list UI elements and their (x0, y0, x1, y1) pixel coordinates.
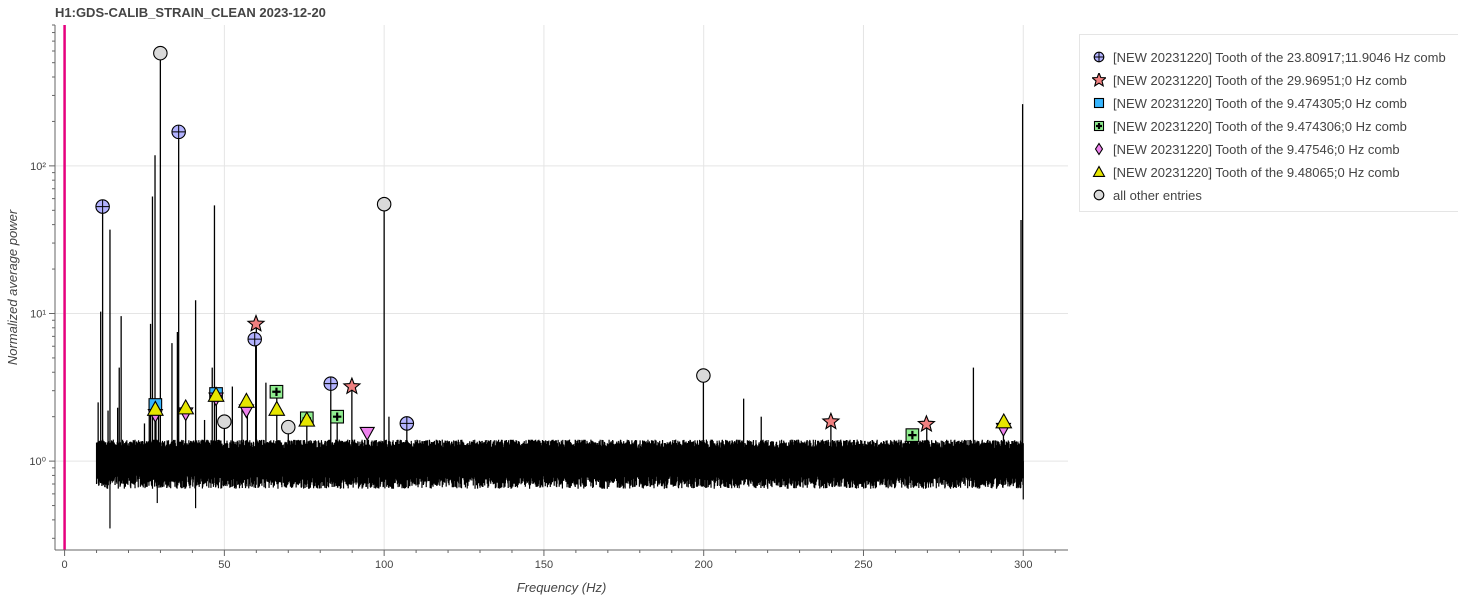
legend-label: [NEW 20231220] Tooth of the 9.474306;0 H… (1113, 118, 1407, 134)
spectrum-layer (95, 53, 1024, 529)
legend-swatch-icon (1092, 188, 1106, 202)
chart-title: H1:GDS-CALIB_STRAIN_CLEAN 2023-12-20 (55, 5, 326, 20)
data-point-star (246, 313, 266, 332)
x-tick-label: 50 (218, 559, 230, 571)
x-axis-label: Frequency (Hz) (517, 580, 607, 595)
data-point-circle (696, 368, 711, 383)
legend-item[interactable]: all other entries (1092, 185, 1202, 205)
data-point-triangle (995, 412, 1013, 429)
x-tick-label: 100 (375, 559, 393, 571)
data-point-triangle (237, 392, 256, 408)
legend-marker (1092, 73, 1106, 87)
axes: 0 50 100 150 200 250 300 10⁰ 10¹ 10² Frequency (Hz… (5, 24, 1068, 595)
legend-item[interactable]: [NEW 20231220] Tooth of the 9.47546;0 Hz… (1092, 139, 1400, 159)
legend-marker (1092, 165, 1106, 177)
legend-label: [NEW 20231220] Tooth of the 23.80917;11.… (1113, 49, 1446, 65)
legend-marker (1093, 51, 1105, 63)
data-point-triangle (268, 400, 286, 416)
x-tick-label: 150 (535, 559, 553, 571)
legend-marker (1094, 142, 1104, 156)
legend-item[interactable]: [NEW 20231220] Tooth of the 9.474305;0 H… (1092, 93, 1407, 113)
legend-label: [NEW 20231220] Tooth of the 29.96951;0 H… (1113, 72, 1407, 88)
data-point-triangle (207, 386, 225, 402)
comb-markers-layer (95, 45, 1013, 442)
data-point-circle-cross (95, 199, 110, 214)
data-point-triangle (298, 411, 316, 427)
x-tick-label: 200 (695, 559, 713, 571)
data-point-circle (281, 419, 296, 435)
legend-item[interactable]: [NEW 20231220] Tooth of the 9.48065;0 Hz… (1092, 162, 1400, 182)
legend-item[interactable]: [NEW 20231220] Tooth of the 29.96951;0 H… (1092, 70, 1407, 90)
data-point-triangle (146, 400, 164, 416)
legend-swatch-icon (1092, 142, 1106, 156)
y-tick-label: 10² (30, 161, 46, 173)
data-point-circle (153, 45, 168, 61)
legend-swatch-icon (1092, 119, 1106, 133)
legend-label: [NEW 20231220] Tooth of the 9.47546;0 Hz… (1113, 141, 1400, 157)
legend-label: [NEW 20231220] Tooth of the 9.48065;0 Hz… (1113, 164, 1400, 180)
data-point-circle (217, 414, 232, 429)
legend-item[interactable]: [NEW 20231220] Tooth of the 9.474306;0 H… (1092, 116, 1407, 136)
spectrum-noise (95, 439, 1024, 489)
legend: [NEW 20231220] Tooth of the 23.80917;11.… (1079, 34, 1458, 212)
legend-item[interactable]: [NEW 20231220] Tooth of the 23.80917;11.… (1092, 47, 1446, 67)
legend-swatch-icon (1092, 50, 1106, 64)
y-tick-label: 10¹ (30, 308, 46, 320)
legend-swatch-icon (1092, 73, 1106, 87)
data-point-circle-cross (247, 331, 262, 347)
data-point-star (916, 414, 936, 433)
y-axis-label: Normalized average power (5, 209, 20, 365)
x-tick-label: 300 (1014, 559, 1032, 571)
legend-swatch-icon (1092, 96, 1106, 110)
legend-label: all other entries (1113, 187, 1202, 203)
legend-marker (1093, 189, 1105, 201)
legend-label: [NEW 20231220] Tooth of the 9.474305;0 H… (1113, 95, 1407, 111)
data-point-square-cross (269, 384, 284, 399)
data-point-square-cross (905, 428, 920, 442)
legend-swatch-icon (1092, 165, 1106, 179)
x-tick-label: 0 (62, 559, 68, 571)
legend-marker (1093, 97, 1105, 109)
data-point-circle (376, 196, 392, 212)
data-point-star (342, 376, 362, 395)
data-point-circle-cross (171, 124, 186, 140)
data-point-circle-cross (323, 376, 339, 391)
data-point-triangle (177, 398, 195, 415)
data-point-inverted-triangle (359, 426, 376, 442)
y-tick-label: 10⁰ (29, 456, 46, 468)
data-point-square-cross (330, 409, 345, 424)
legend-marker (1093, 120, 1105, 132)
x-tick-label: 250 (854, 559, 872, 571)
data-point-star (821, 411, 841, 430)
plot-area[interactable]: 0 50 100 150 200 250 300 10⁰ 10¹ 10² Frequency (Hz… (0, 0, 1070, 601)
data-point-circle-cross (399, 416, 415, 431)
